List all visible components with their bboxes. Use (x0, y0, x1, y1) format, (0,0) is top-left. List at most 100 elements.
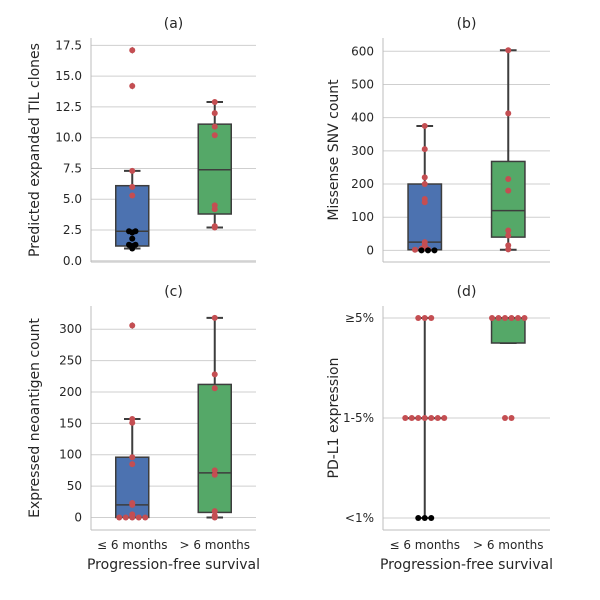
data-point (425, 247, 431, 254)
data-point (421, 122, 428, 129)
data-point (129, 167, 136, 174)
data-point (508, 415, 515, 421)
data-point (129, 322, 136, 329)
y-tick-label: 0.0 (63, 254, 82, 268)
data-point (421, 181, 428, 188)
panel-d: <1% 1-5% ≥5% (d) PD-L1 expression ≤ 6 months >… (326, 284, 553, 573)
y-tick-label: 50 (67, 479, 82, 493)
y-tick-label: 1-5% (343, 411, 374, 425)
data-point (421, 415, 428, 421)
y-tick-label: 600 (351, 44, 374, 58)
data-point (129, 454, 136, 461)
data-point (502, 415, 508, 421)
y-tick-label: 150 (59, 416, 82, 430)
data-point (502, 315, 508, 321)
box-high (490, 317, 526, 344)
data-point (211, 385, 218, 392)
data-point (211, 206, 218, 213)
data-point (129, 192, 136, 199)
data-point (129, 245, 136, 252)
panel-title: (a) (164, 16, 184, 32)
x-tick-label: > 6 months (179, 538, 250, 552)
data-point (421, 515, 428, 521)
data-point (211, 224, 218, 231)
y-tick-label: 2.5 (63, 223, 82, 237)
y-tick-label: 400 (351, 111, 374, 125)
x-tick-label: ≤ 6 months (97, 538, 168, 552)
y-tick-label: 15.0 (55, 69, 82, 83)
data-point (129, 419, 136, 426)
data-point (129, 514, 136, 521)
data-point (116, 514, 123, 521)
data-point (489, 315, 495, 321)
x-axis-label: Progression-free survival (380, 557, 553, 573)
data-point (129, 183, 136, 190)
data-point (211, 99, 218, 105)
y-tick-label: 12.5 (55, 100, 82, 114)
box-low (407, 183, 443, 251)
data-point (129, 235, 136, 242)
y-tick-label: 100 (351, 210, 374, 224)
y-axis-label: Predicted expanded TIL clones (27, 43, 43, 257)
data-point (211, 123, 218, 130)
data-point (142, 514, 149, 521)
x-axis-label: Progression-free survival (87, 557, 260, 573)
panel-b: 0 100 200 300 400 500 600 (b) Missense SNV count (326, 16, 550, 263)
data-point (408, 415, 415, 421)
y-tick-label: 10.0 (55, 131, 82, 145)
data-point (495, 315, 502, 321)
data-point (428, 415, 435, 421)
data-point (441, 415, 448, 421)
y-tick-label: 200 (59, 385, 82, 399)
y-tick-label: 200 (351, 177, 374, 191)
data-point (421, 315, 428, 321)
y-axis-label: Missense SNV count (326, 79, 342, 221)
data-point (434, 415, 441, 421)
data-point (211, 467, 218, 474)
data-point (211, 508, 218, 515)
data-point (129, 83, 136, 89)
data-point (415, 315, 422, 321)
x-tick-label: > 6 months (473, 538, 544, 552)
data-point (402, 415, 409, 421)
y-axis-label: PD-L1 expression (326, 358, 342, 479)
data-point (428, 515, 435, 521)
data-point (415, 415, 422, 421)
panel-title: (b) (457, 16, 477, 32)
data-point (505, 246, 512, 253)
y-tick-label: 17.5 (55, 38, 82, 52)
panel-title: (d) (457, 284, 477, 300)
data-point (505, 47, 512, 54)
data-point (412, 246, 418, 253)
y-tick-label: <1% (345, 511, 374, 525)
panel-a: 0.0 2.5 5.0 7.5 10.0 12.5 15.0 17.5 (a) Predicted… (27, 16, 256, 268)
y-tick-label: 300 (351, 144, 374, 158)
y-tick-label: 7.5 (63, 161, 82, 175)
data-point (211, 314, 218, 321)
data-point (428, 315, 435, 321)
data-point (415, 515, 422, 521)
data-point (418, 247, 425, 254)
y-tick-label: 5.0 (63, 192, 82, 206)
y-tick-label: 0 (366, 243, 374, 257)
box-high (197, 383, 232, 514)
data-point (211, 471, 218, 478)
x-tick-label: ≤ 6 months (389, 538, 460, 552)
data-point (129, 501, 136, 508)
data-point (508, 315, 515, 321)
data-point (431, 247, 438, 254)
data-point (211, 132, 218, 139)
data-point (505, 187, 512, 194)
panel-c: 0 50 100 150 200 250 300 (c) Expressed neoantige… (27, 284, 260, 573)
data-point (129, 461, 136, 468)
data-point (122, 514, 129, 521)
data-point (135, 514, 142, 521)
data-point (505, 232, 512, 239)
y-tick-label: 100 (59, 448, 82, 462)
data-point (521, 315, 528, 321)
data-point (515, 315, 521, 321)
box-high (490, 160, 526, 238)
data-point (211, 371, 218, 378)
data-point (505, 110, 512, 117)
